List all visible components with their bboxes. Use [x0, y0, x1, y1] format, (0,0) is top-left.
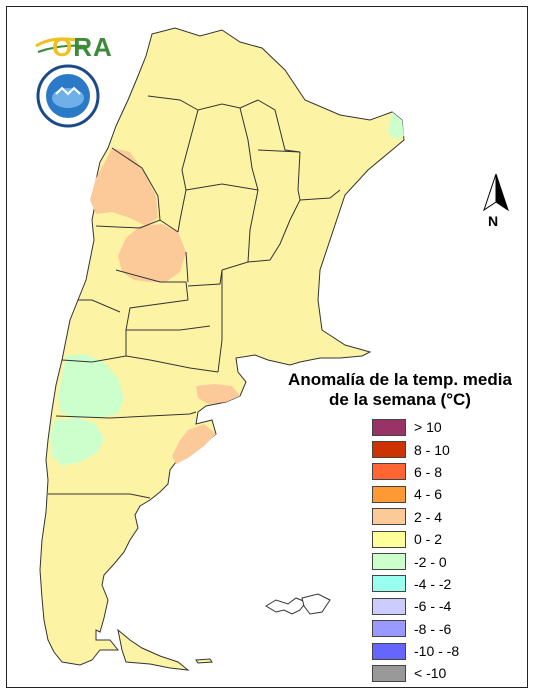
- legend-item: 4 - 6: [372, 483, 459, 505]
- legend-item: 8 - 10: [372, 438, 459, 460]
- legend-item: > 10: [372, 416, 459, 438]
- tierra-del-fuego: [117, 628, 190, 671]
- legend-swatch: [372, 553, 406, 571]
- anomaly-zone-northwest: [90, 148, 158, 226]
- legend-swatch: [372, 597, 406, 615]
- legend-swatch: [372, 575, 406, 593]
- legend-label: -8 - -6: [414, 620, 452, 637]
- anomaly-zone-neuquen: [58, 354, 124, 418]
- legend-label: 4 - 6: [414, 486, 443, 503]
- legend-label: 2 - 4: [414, 508, 443, 525]
- province-borders: [48, 95, 341, 499]
- legend-swatch: [372, 642, 406, 660]
- legend-label: -2 - 0: [414, 553, 447, 570]
- legend-swatch: [372, 530, 406, 548]
- anomaly-zone-misiones: [388, 112, 404, 140]
- legend-swatch: [372, 441, 406, 459]
- legend-item: 0 - 2: [372, 528, 459, 550]
- anomaly-zone-buenos-aires-coast: [196, 384, 240, 404]
- legend-swatch: [372, 664, 406, 682]
- legend-title: Anomalía de la temp. media de la semana …: [280, 370, 520, 410]
- legend-item: 2 - 4: [372, 506, 459, 528]
- legend-title-line1: Anomalía de la temp. media: [288, 370, 512, 389]
- ora-logo-ra: RA: [73, 32, 113, 62]
- legend-label: < -10: [414, 665, 447, 682]
- legend-label: -4 - -2: [414, 575, 452, 592]
- legend-item: -2 - 0: [372, 550, 459, 572]
- ora-logo-text: ORA: [52, 32, 113, 63]
- legend-swatch: [372, 508, 406, 526]
- legend-label: -6 - -4: [414, 598, 452, 615]
- anomaly-zone-valdes: [172, 424, 216, 464]
- anomaly-zone-chubut-andes: [50, 418, 104, 466]
- legend-label: -10 - -8: [414, 643, 460, 660]
- legend-item: < -10: [372, 662, 459, 684]
- legend-swatch: [372, 463, 406, 481]
- legend-label: > 10: [414, 419, 442, 436]
- legend-label: 6 - 8: [414, 463, 443, 480]
- legend-title-line2: de la semana (°C): [329, 390, 471, 409]
- islas-malvinas: [265, 597, 307, 615]
- emblem-icon: [36, 64, 100, 128]
- legend-item: 6 - 8: [372, 461, 459, 483]
- legend-swatch: [372, 418, 406, 436]
- ora-logo-o: O: [52, 32, 74, 62]
- ora-logo: [35, 37, 87, 53]
- islas-malvinas-east: [301, 593, 331, 615]
- north-arrow-icon: [483, 173, 509, 212]
- legend-item: -4 - -2: [372, 573, 459, 595]
- legend-item: -6 - -4: [372, 595, 459, 617]
- legend-item: -10 - -8: [372, 640, 459, 662]
- anomaly-zone-cuyo: [118, 224, 186, 282]
- legend-label: 0 - 2: [414, 531, 443, 548]
- legend: > 10 8 - 10 6 - 8 4 - 6 2 - 4 0 - 2 -2 - 0 -4 -…: [372, 416, 459, 685]
- legend-swatch: [372, 620, 406, 638]
- argentina-mainland: [39, 27, 405, 666]
- north-label: N: [488, 213, 499, 229]
- legend-swatch: [372, 485, 406, 503]
- isla-estados: [195, 658, 213, 664]
- legend-item: -8 - -6: [372, 618, 459, 640]
- legend-label: 8 - 10: [414, 441, 450, 458]
